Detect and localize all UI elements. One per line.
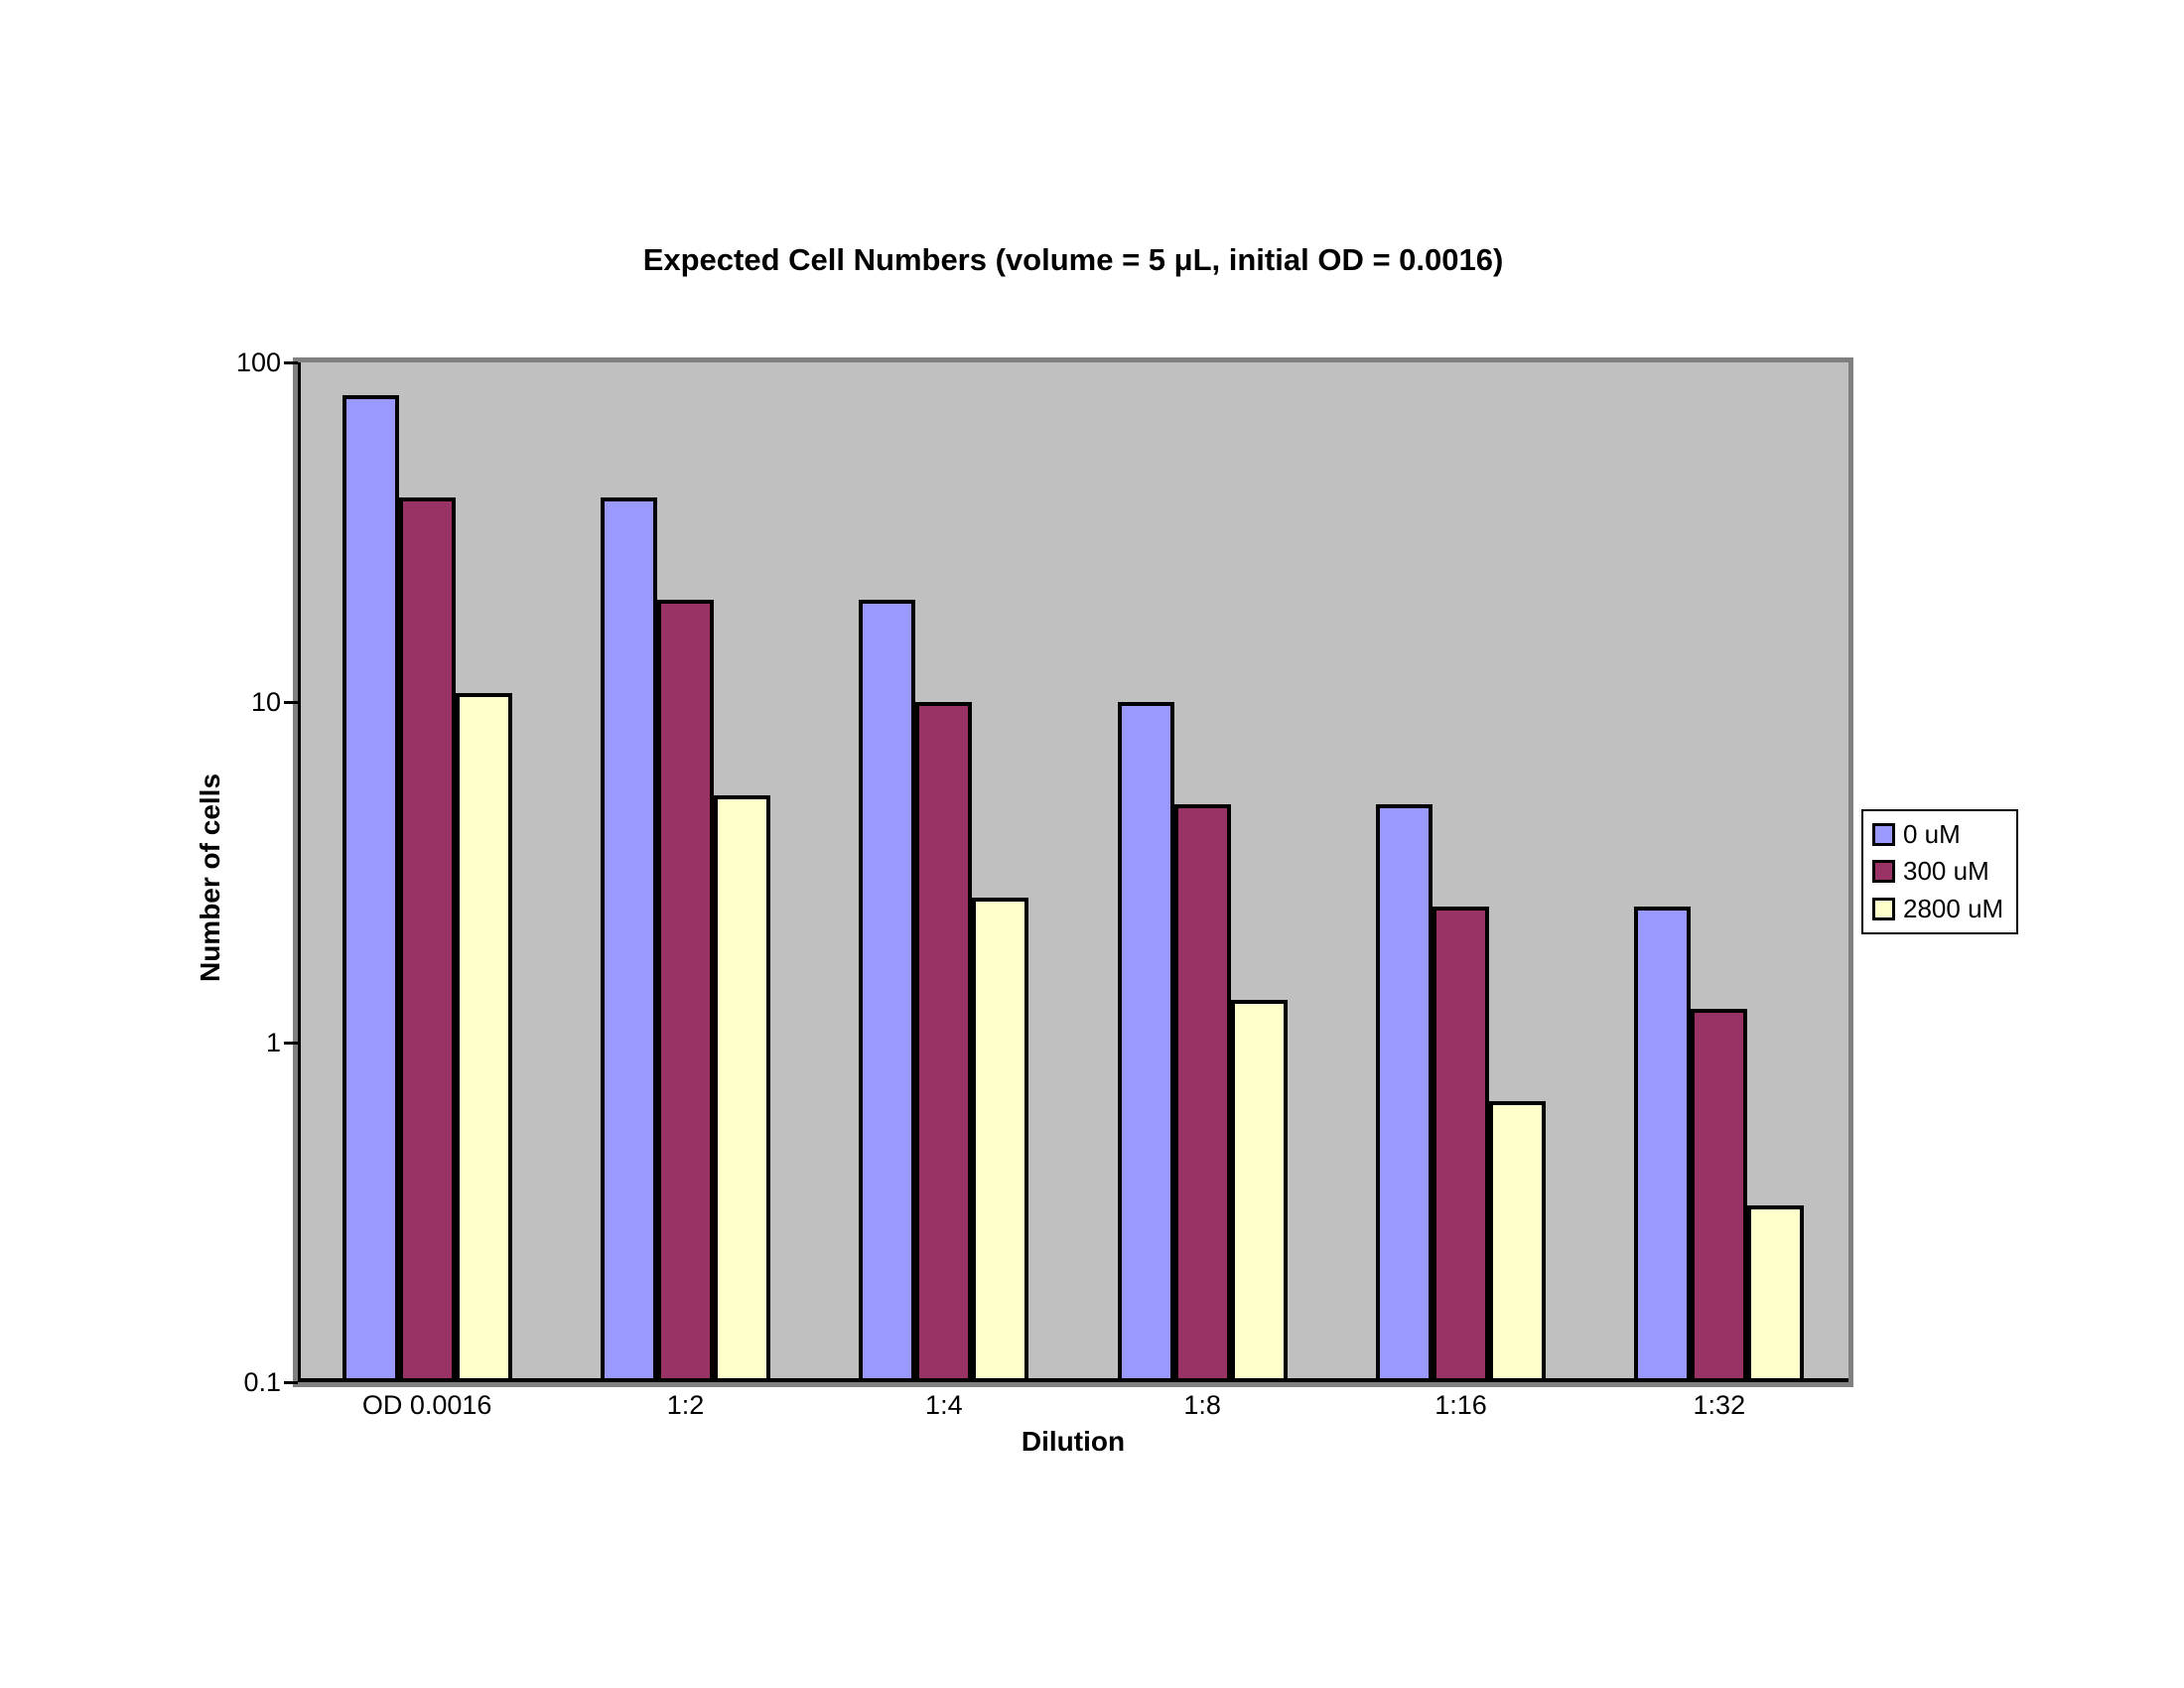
y-tick-label: 10 <box>250 687 281 718</box>
bar-0-uM-1:16 <box>1376 804 1433 1382</box>
legend-label: 2800 uM <box>1903 893 2004 923</box>
bar-0-uM-1:32 <box>1634 907 1692 1382</box>
bar-2800-uM-1:32 <box>1747 1205 1805 1382</box>
legend: 0 uM 300 uM 2800 uM <box>1861 809 2018 934</box>
legend-item: 300 uM <box>1872 856 2012 887</box>
y-tick-mark <box>284 361 298 364</box>
x-tick-label: 1:8 <box>1183 1390 1221 1420</box>
chart-title: Expected Cell Numbers (volume = 5 μL, in… <box>642 242 1504 277</box>
x-tick-label: 1:2 <box>666 1390 705 1420</box>
y-tick-label: 0.1 <box>243 1367 281 1397</box>
bar-300-uM-1:4 <box>915 702 973 1382</box>
bar-300-uM-1:2 <box>657 600 714 1382</box>
y-tick-mark <box>284 1041 298 1045</box>
bar-2800-uM-OD-0.0016 <box>455 693 512 1382</box>
legend-item: 2800 uM <box>1872 894 2012 924</box>
bar-300-uM-1:16 <box>1433 907 1489 1382</box>
bar-300-uM-OD-0.0016 <box>398 497 456 1382</box>
bar-0-uM-1:2 <box>601 497 657 1382</box>
legend-label: 300 uM <box>1903 856 1989 887</box>
bar-2800-uM-1:4 <box>972 898 1029 1382</box>
x-tick-label: 1:4 <box>925 1390 963 1420</box>
bar-300-uM-1:8 <box>1173 804 1231 1382</box>
legend-swatch-icon <box>1872 897 1895 920</box>
bars-layer <box>298 362 1848 1382</box>
y-axis-title: Number of cells <box>195 773 225 983</box>
bar-2800-uM-1:2 <box>714 795 770 1382</box>
bar-0-uM-1:8 <box>1117 702 1174 1382</box>
x-axis-line <box>298 1378 1848 1382</box>
bar-0-uM-OD-0.0016 <box>341 395 399 1382</box>
legend-label: 0 uM <box>1903 819 1961 850</box>
plot-area <box>293 357 1853 1387</box>
bar-2800-uM-1:16 <box>1489 1101 1546 1382</box>
bar-0-uM-1:4 <box>859 600 916 1382</box>
y-tick-label: 1 <box>265 1027 281 1057</box>
legend-swatch-icon <box>1872 823 1895 847</box>
x-tick-label: 1:32 <box>1693 1390 1746 1420</box>
x-tick-label: 1:16 <box>1434 1390 1487 1420</box>
y-tick-mark <box>284 1381 298 1384</box>
x-tick-label: OD 0.0016 <box>361 1390 492 1420</box>
y-tick-label: 100 <box>235 348 281 377</box>
bar-2800-uM-1:8 <box>1230 1000 1288 1382</box>
legend-item: 0 uM <box>1872 819 2012 850</box>
y-tick-mark <box>284 701 298 705</box>
y-axis-line <box>298 362 301 1382</box>
x-axis-title: Dilution <box>1021 1426 1126 1457</box>
legend-swatch-icon <box>1872 860 1895 884</box>
bar-300-uM-1:32 <box>1691 1009 1748 1382</box>
